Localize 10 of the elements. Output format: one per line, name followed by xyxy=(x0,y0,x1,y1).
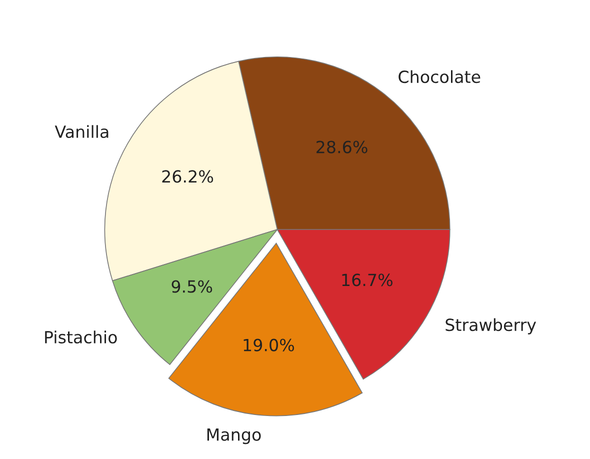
slice-label: Chocolate xyxy=(398,70,480,84)
slice-label: Mango xyxy=(207,428,261,444)
slice-label: Vanilla xyxy=(54,125,108,138)
data-label: 9.5% xyxy=(172,280,212,293)
data-label: 28.6% xyxy=(316,140,368,154)
data-label: 16.7% xyxy=(342,274,392,286)
data-label: 19.0% xyxy=(244,338,294,352)
data-label: 26.2% xyxy=(162,170,214,183)
slice-label: Pistachio xyxy=(45,330,117,344)
slice-label: Strawberry xyxy=(446,318,536,334)
